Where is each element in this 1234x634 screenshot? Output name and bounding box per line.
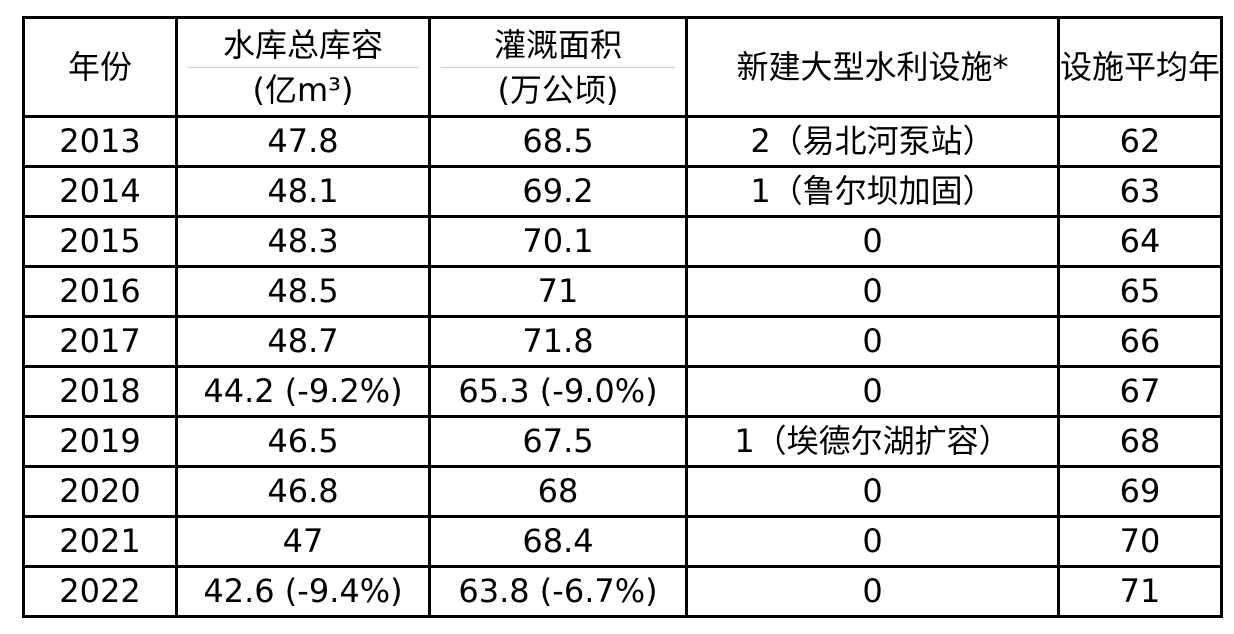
data-cell: 0: [685, 465, 1060, 518]
data-cell: 2016: [22, 265, 178, 318]
data-cell: 2020: [22, 465, 178, 518]
data-cell: 2022: [22, 565, 178, 618]
data-row: 2017 48.7 71.8 0 66: [22, 315, 1224, 368]
data-cell: 70.1: [428, 215, 688, 268]
data-cell: 2017: [22, 315, 178, 368]
data-cell: 71: [1056, 565, 1224, 618]
data-cell: 0: [685, 315, 1060, 368]
data-cell: 48.3: [175, 215, 431, 268]
data-row: 2022 42.6 (-9.4%) 63.8 (-6.7%) 0 71: [22, 565, 1224, 618]
data-row: 2021 47 68.4 0 70: [22, 515, 1224, 568]
data-cell: 0: [685, 265, 1060, 318]
data-cell: 42.6 (-9.4%): [175, 565, 431, 618]
header-text: 年份: [67, 48, 132, 86]
data-cell: 67.5: [428, 415, 688, 468]
header-separator: [441, 66, 675, 68]
data-cell: 47: [175, 515, 431, 568]
header-cell: 新建大型水利设施*: [685, 16, 1060, 118]
header-cell: 设施平均年: [1056, 16, 1224, 118]
data-cell: 62: [1056, 115, 1224, 168]
data-cell: 2（易北河泵站）: [685, 115, 1060, 168]
data-cell: 65.3 (-9.0%): [428, 365, 688, 418]
header-text: 水库总库容: [222, 25, 383, 64]
data-row: 2019 46.5 67.5 1（埃德尔湖扩容） 68: [22, 415, 1224, 468]
data-row: 2016 48.5 71 0 65: [22, 265, 1224, 318]
data-cell: 2013: [22, 115, 178, 168]
header-row: 年份 水库总库容 (亿m³) 灌溉面积 (万公顷) 新建大型水利设施* 设施平均年: [22, 16, 1224, 118]
data-cell: 44.2 (-9.2%): [175, 365, 431, 418]
header-text: 设施平均年: [1060, 48, 1221, 86]
header-text: (亿m³): [252, 70, 354, 109]
data-cell: 2018: [22, 365, 178, 418]
data-cell: 69.2: [428, 165, 688, 218]
data-cell: 68.5: [428, 115, 688, 168]
data-cell: 63: [1056, 165, 1224, 218]
data-cell: 2019: [22, 415, 178, 468]
data-cell: 70: [1056, 515, 1224, 568]
data-cell: 68: [428, 465, 688, 518]
data-row: 2020 46.8 68 0 69: [22, 465, 1224, 518]
header-cell: 年份: [22, 16, 178, 118]
data-cell: 68.4: [428, 515, 688, 568]
data-cell: 68: [1056, 415, 1224, 468]
data-cell: 0: [685, 215, 1060, 268]
data-row: 2013 47.8 68.5 2（易北河泵站） 62: [22, 115, 1224, 168]
data-cell: 1（鲁尔坝加固）: [685, 165, 1060, 218]
data-cell: 65: [1056, 265, 1224, 318]
data-cell: 69: [1056, 465, 1224, 518]
data-cell: 63.8 (-6.7%): [428, 565, 688, 618]
data-cell: 71: [428, 265, 688, 318]
data-cell: 46.5: [175, 415, 431, 468]
data-cell: 67: [1056, 365, 1224, 418]
data-row: 2015 48.3 70.1 0 64: [22, 215, 1224, 268]
header-text: (万公顷): [497, 70, 619, 109]
header-text: 灌溉面积: [493, 25, 622, 64]
data-cell: 71.8: [428, 315, 688, 368]
data-cell: 0: [685, 515, 1060, 568]
data-cell: 1（埃德尔湖扩容）: [685, 415, 1060, 468]
data-cell: 47.8: [175, 115, 431, 168]
data-cell: 0: [685, 565, 1060, 618]
header-text: 新建大型水利设施*: [736, 48, 1009, 86]
data-cell: 48.5: [175, 265, 431, 318]
data-cell: 48.7: [175, 315, 431, 368]
data-cell: 66: [1056, 315, 1224, 368]
table-container: 年份 水库总库容 (亿m³) 灌溉面积 (万公顷) 新建大型水利设施* 设施平均年 2013 4…: [22, 16, 1224, 618]
data-cell: 64: [1056, 215, 1224, 268]
header-cell: 灌溉面积 (万公顷): [428, 16, 688, 118]
data-cell: 2015: [22, 215, 178, 268]
data-row: 2018 44.2 (-9.2%) 65.3 (-9.0%) 0 67: [22, 365, 1224, 418]
data-cell: 2021: [22, 515, 178, 568]
data-cell: 2014: [22, 165, 178, 218]
header-separator: [188, 66, 418, 68]
data-cell: 0: [685, 365, 1060, 418]
data-cell: 48.1: [175, 165, 431, 218]
header-cell: 水库总库容 (亿m³): [175, 16, 431, 118]
data-row: 2014 48.1 69.2 1（鲁尔坝加固） 63: [22, 165, 1224, 218]
data-cell: 46.8: [175, 465, 431, 518]
data-table: 年份 水库总库容 (亿m³) 灌溉面积 (万公顷) 新建大型水利设施* 设施平均年 2013 4…: [22, 16, 1224, 618]
